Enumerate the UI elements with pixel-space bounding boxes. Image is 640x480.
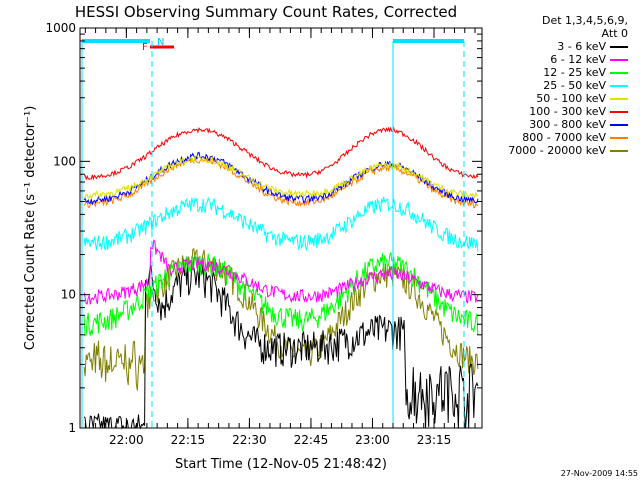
series-line (83, 196, 479, 252)
legend-swatch (610, 111, 628, 113)
y-tick-label: 10 (61, 288, 76, 302)
series-line (83, 239, 479, 305)
legend-entry: 25 - 50 keV (543, 79, 628, 92)
legend-entry-label: 7000 - 20000 keV (508, 144, 606, 157)
legend-swatch (610, 124, 628, 126)
legend-entry-label: 50 - 100 keV (536, 92, 606, 105)
x-tick-label: 22:00 (109, 433, 144, 447)
legend-entry: 3 - 6 keV (557, 40, 628, 53)
legend-swatch (610, 59, 628, 61)
legend-entry-label: 6 - 12 keV (550, 53, 606, 66)
legend-header-line-1: Det 1,3,4,5,6,9, (541, 14, 628, 27)
series-line (83, 151, 479, 206)
series-layer (83, 126, 479, 430)
y-tick-label: 100 (53, 154, 76, 168)
legend-entry-label: 300 - 800 keV (529, 118, 606, 131)
y-axis-label: Corrected Count Rate (s⁻¹ detector⁻¹) (23, 106, 38, 351)
legend-entry: 100 - 300 keV (529, 105, 628, 118)
legend-entry: 800 - 7000 keV (522, 131, 628, 144)
x-tick-label: 23:15 (417, 433, 452, 447)
x-tick-label: 22:45 (294, 433, 329, 447)
legend-entry-label: 25 - 50 keV (543, 79, 606, 92)
legend-swatch (610, 98, 628, 100)
x-tick-label: 22:15 (171, 433, 206, 447)
legend-entry: 50 - 100 keV (536, 92, 628, 105)
legend-entry-label: 12 - 25 keV (543, 66, 606, 79)
legend-swatch (610, 46, 628, 48)
legend-entry: 300 - 800 keV (529, 118, 628, 131)
legend-swatch (610, 85, 628, 87)
plot-frame (79, 27, 483, 429)
y-tick-label: 1000 (45, 21, 76, 35)
x-tick-label: 23:00 (355, 433, 390, 447)
x-axis-label: Start Time (12-Nov-05 21:48:42) (175, 457, 387, 472)
legend-header-line-2: Att 0 (601, 27, 628, 40)
legend-entry-label: 800 - 7000 keV (522, 131, 606, 144)
legend-swatch (610, 150, 628, 152)
footer-date: 27-Nov-2009 14:55 (561, 469, 638, 478)
series-line (83, 248, 479, 391)
legend-entry: 7000 - 20000 keV (508, 144, 628, 157)
legend-entry-label: 3 - 6 keV (557, 40, 606, 53)
series-line (83, 252, 479, 337)
legend-entry: 12 - 25 keV (543, 66, 628, 79)
overlay-layer (81, 39, 465, 428)
series-line (83, 126, 479, 181)
legend-swatch (610, 72, 628, 74)
y-tick-label: 1 (68, 421, 76, 435)
series-line (83, 155, 478, 200)
legend-swatch (610, 137, 628, 139)
x-tick-label: 22:30 (232, 433, 267, 447)
legend-entry: 6 - 12 keV (550, 53, 628, 66)
chart-title: HESSI Observing Summary Count Rates, Cor… (75, 3, 457, 21)
legend-entry-label: 100 - 300 keV (529, 105, 606, 118)
axes-layer: 1 10 100 1000 22:00 22:15 22:30 22:45 23:00 23:15 (45, 21, 482, 447)
flag-f: F (142, 42, 148, 53)
flag-n: N (157, 37, 164, 48)
